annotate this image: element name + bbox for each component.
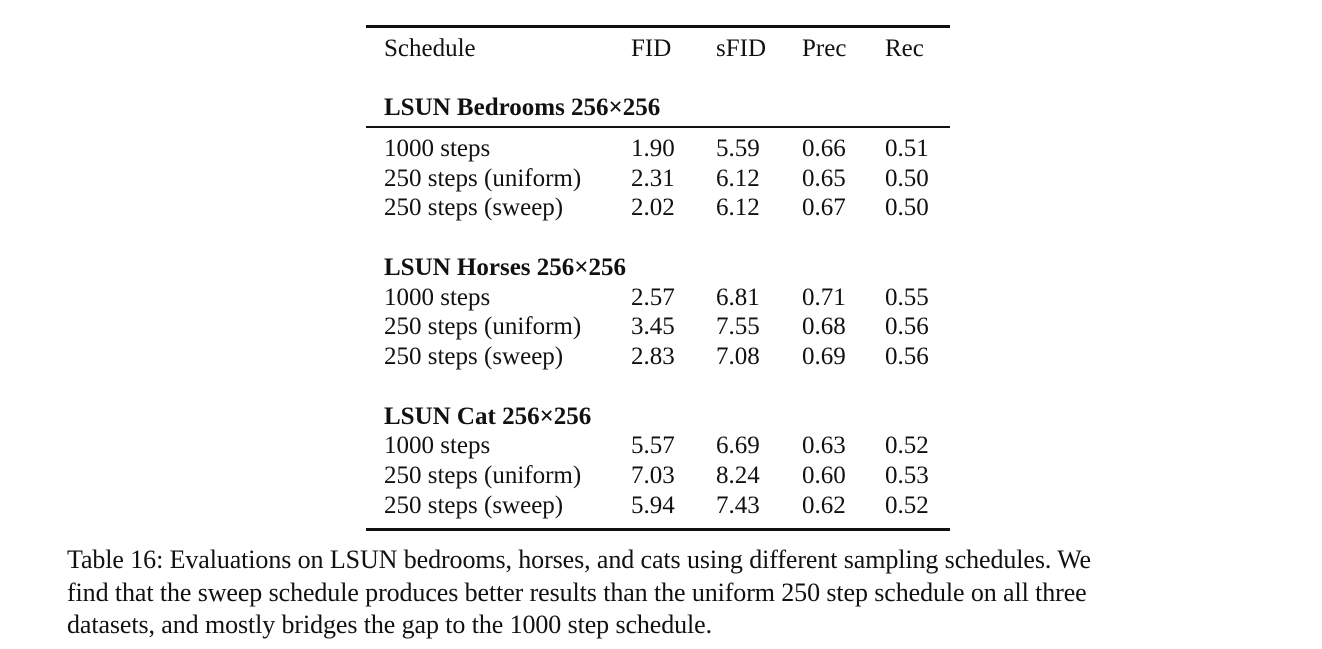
table-row: 250 steps (sweep) 2.83 7.08 0.69 0.56 — [366, 342, 950, 372]
cell-prec: 0.63 — [802, 432, 846, 459]
cell-sfid: 7.43 — [716, 492, 760, 519]
cell-schedule: 250 steps (sweep) — [384, 492, 564, 519]
cell-sfid: 6.81 — [716, 284, 760, 311]
table-header-row: Schedule FID sFID Prec Rec — [366, 34, 950, 64]
cell-fid: 2.57 — [631, 284, 675, 311]
cell-schedule: 1000 steps — [384, 432, 491, 459]
cell-sfid: 8.24 — [716, 462, 760, 489]
cell-schedule: 250 steps (sweep) — [384, 194, 564, 221]
cell-prec: 0.60 — [802, 462, 846, 489]
table-bottom-rule — [366, 528, 950, 531]
table-row: 1000 steps 2.57 6.81 0.71 0.55 — [366, 283, 950, 313]
group-title-text: LSUN Bedrooms 256×256 — [384, 94, 661, 121]
caption-line: datasets, and mostly bridges the gap to … — [67, 610, 713, 639]
cell-fid: 5.94 — [631, 492, 675, 519]
table-row: 1000 steps 5.57 6.69 0.63 0.52 — [366, 431, 950, 461]
group-title-bedrooms: LSUN Bedrooms 256×256 — [366, 93, 950, 123]
cell-prec: 0.66 — [802, 135, 846, 162]
cell-rec: 0.55 — [885, 284, 929, 311]
group-title-text: LSUN Horses 256×256 — [384, 254, 627, 281]
column-header-prec: Prec — [802, 35, 847, 62]
group-title-cat: LSUN Cat 256×256 — [366, 402, 950, 432]
table-row: 1000 steps 1.90 5.59 0.66 0.51 — [366, 134, 950, 164]
table-top-rule — [366, 25, 950, 28]
cell-rec: 0.53 — [885, 462, 929, 489]
table-row: 250 steps (uniform) 2.31 6.12 0.65 0.50 — [366, 164, 950, 194]
cell-rec: 0.50 — [885, 194, 929, 221]
table-row: 250 steps (sweep) 2.02 6.12 0.67 0.50 — [366, 193, 950, 223]
caption-line: find that the sweep schedule produces be… — [67, 577, 1087, 607]
table-row: 250 steps (sweep) 5.94 7.43 0.62 0.52 — [366, 491, 950, 521]
cell-schedule: 250 steps (uniform) — [384, 462, 582, 489]
cell-sfid: 6.69 — [716, 432, 760, 459]
cell-sfid: 6.12 — [716, 165, 760, 192]
cell-fid: 7.03 — [631, 462, 675, 489]
cell-prec: 0.69 — [802, 343, 846, 370]
cell-schedule: 250 steps (sweep) — [384, 343, 564, 370]
cell-schedule: 250 steps (uniform) — [384, 165, 582, 192]
cell-rec: 0.50 — [885, 165, 929, 192]
group-title-text: LSUN Cat 256×256 — [384, 403, 592, 430]
cell-rec: 0.56 — [885, 343, 929, 370]
cell-schedule: 250 steps (uniform) — [384, 313, 582, 340]
cell-prec: 0.67 — [802, 194, 846, 221]
cell-prec: 0.65 — [802, 165, 846, 192]
cell-schedule: 1000 steps — [384, 284, 491, 311]
cell-sfid: 6.12 — [716, 194, 760, 221]
cell-fid: 3.45 — [631, 313, 675, 340]
cell-schedule: 1000 steps — [384, 135, 491, 162]
table-caption: Table 16: Evaluations on LSUN bedrooms, … — [67, 544, 1267, 642]
cell-sfid: 7.55 — [716, 313, 760, 340]
cell-prec: 0.71 — [802, 284, 846, 311]
cell-fid: 2.83 — [631, 343, 675, 370]
cell-rec: 0.51 — [885, 135, 929, 162]
cell-rec: 0.52 — [885, 492, 929, 519]
cell-fid: 2.02 — [631, 194, 675, 221]
column-header-rec: Rec — [885, 35, 924, 62]
cell-sfid: 5.59 — [716, 135, 760, 162]
column-header-schedule: Schedule — [384, 35, 476, 62]
caption-line: Table 16: Evaluations on LSUN bedrooms, … — [67, 545, 1091, 574]
cell-prec: 0.68 — [802, 313, 846, 340]
cell-fid: 5.57 — [631, 432, 675, 459]
table-mid-rule — [366, 126, 950, 128]
group-title-horses: LSUN Horses 256×256 — [366, 253, 950, 283]
cell-prec: 0.62 — [802, 492, 846, 519]
table-row: 250 steps (uniform) 7.03 8.24 0.60 0.53 — [366, 461, 950, 491]
cell-rec: 0.52 — [885, 432, 929, 459]
column-header-sfid: sFID — [716, 35, 767, 62]
cell-fid: 2.31 — [631, 165, 675, 192]
cell-sfid: 7.08 — [716, 343, 760, 370]
cell-fid: 1.90 — [631, 135, 675, 162]
table-row: 250 steps (uniform) 3.45 7.55 0.68 0.56 — [366, 312, 950, 342]
column-header-fid: FID — [631, 35, 672, 62]
cell-rec: 0.56 — [885, 313, 929, 340]
